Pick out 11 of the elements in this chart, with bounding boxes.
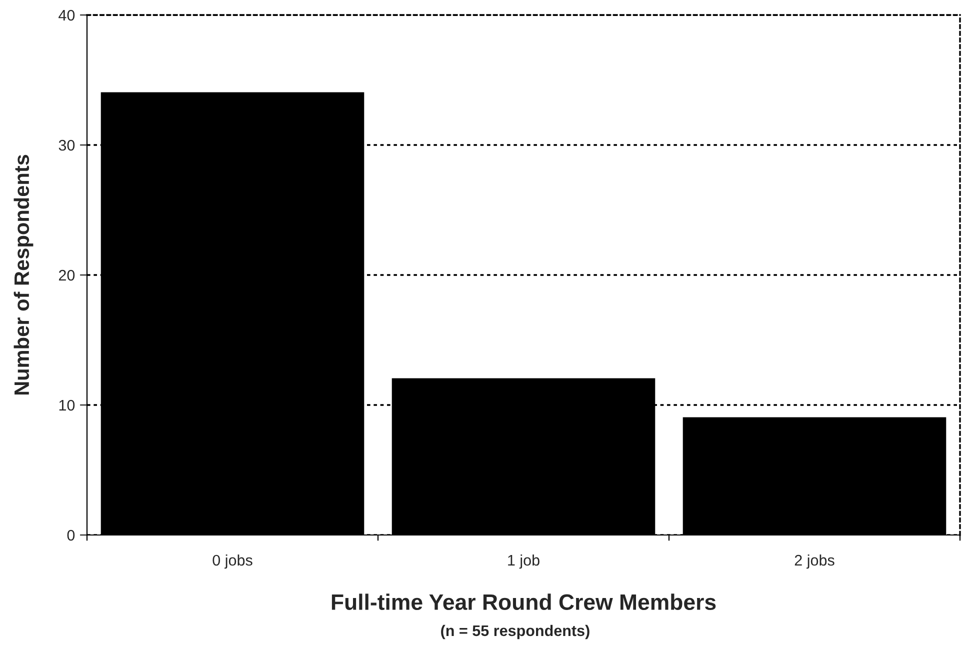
y-axis-title: Number of Respondents <box>14 154 34 395</box>
y-tick-label: 0 <box>67 530 75 541</box>
x-axis-title: Full-time Year Round Crew Members <box>332 594 716 610</box>
y-tick-label: 40 <box>58 10 75 21</box>
text: (n = 55 respondents) <box>441 624 590 640</box>
x-tick-label: 1 job <box>508 554 540 569</box>
x-tick-label: 0 jobs <box>212 554 252 569</box>
y-tick-label: 30 <box>58 140 75 151</box>
x-tick-label: 2 jobs <box>794 554 834 569</box>
y-tick-label: 10 <box>59 400 75 411</box>
y-tick-label: 20 <box>58 270 75 281</box>
